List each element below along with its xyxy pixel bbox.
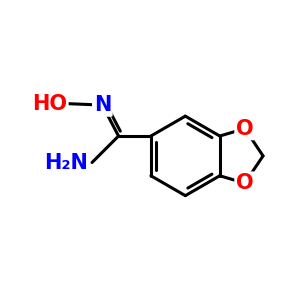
Text: O: O <box>236 173 254 193</box>
Text: N: N <box>94 95 111 115</box>
Text: HO: HO <box>32 94 67 114</box>
Text: H₂N: H₂N <box>44 152 88 172</box>
Text: O: O <box>236 119 254 139</box>
